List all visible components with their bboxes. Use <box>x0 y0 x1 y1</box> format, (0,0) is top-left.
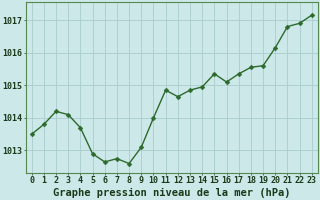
X-axis label: Graphe pression niveau de la mer (hPa): Graphe pression niveau de la mer (hPa) <box>53 188 291 198</box>
